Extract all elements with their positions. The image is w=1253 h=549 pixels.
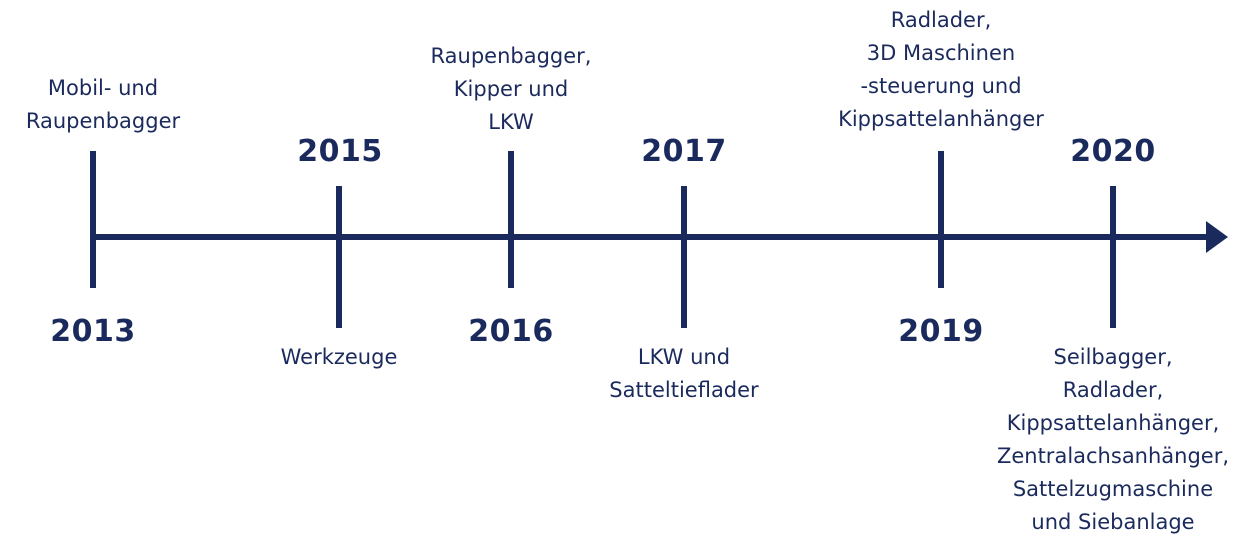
label-line: Kipper und: [453, 77, 569, 101]
milestone-label-2017: LKW und Satteltieflader: [609, 341, 758, 407]
milestone-label-2013: Mobil- und Raupenbagger: [26, 72, 180, 138]
label-line: Raupenbagger: [25, 109, 181, 133]
label-line: Radlader,: [890, 8, 992, 32]
label-line: Raupenbagger,: [430, 44, 592, 68]
label-line: Mobil- und: [47, 76, 159, 100]
year-2016: 2016: [468, 314, 554, 349]
label-line: -steuerung und: [860, 74, 1022, 98]
milestone-label-2015: Werkzeuge: [281, 341, 398, 374]
milestone-label-2019: Radlader, 3D Maschinen -steuerung und Ki…: [838, 4, 1044, 136]
label-line: Zentralachsanhänger,: [996, 444, 1230, 468]
timeline-arrow-head: [1206, 221, 1228, 253]
label-line: LKW: [488, 110, 534, 134]
year-2019: 2019: [898, 314, 984, 349]
label-line: Sattelzugmaschine: [1012, 477, 1214, 501]
milestone-label-2016: Raupenbagger, Kipper und LKW: [431, 40, 592, 139]
label-line: Radlader,: [1062, 378, 1164, 402]
label-line: LKW und: [637, 345, 731, 369]
label-line: Satteltieflader: [609, 378, 759, 402]
label-line: Kippsattelanhänger,: [1006, 411, 1220, 435]
year-2015: 2015: [297, 134, 383, 169]
milestone-label-2020: Seilbagger, Radlader, Kippsattelanhänger…: [997, 341, 1229, 539]
label-line: und Siebanlage: [1031, 510, 1195, 534]
label-line: Werkzeuge: [280, 345, 398, 369]
year-2020: 2020: [1070, 134, 1156, 169]
label-line: Kippsattelanhänger: [838, 107, 1044, 131]
year-2017: 2017: [641, 134, 727, 169]
label-line: 3D Maschinen: [866, 41, 1016, 65]
label-line: Seilbagger,: [1053, 345, 1173, 369]
year-2013: 2013: [50, 314, 136, 349]
